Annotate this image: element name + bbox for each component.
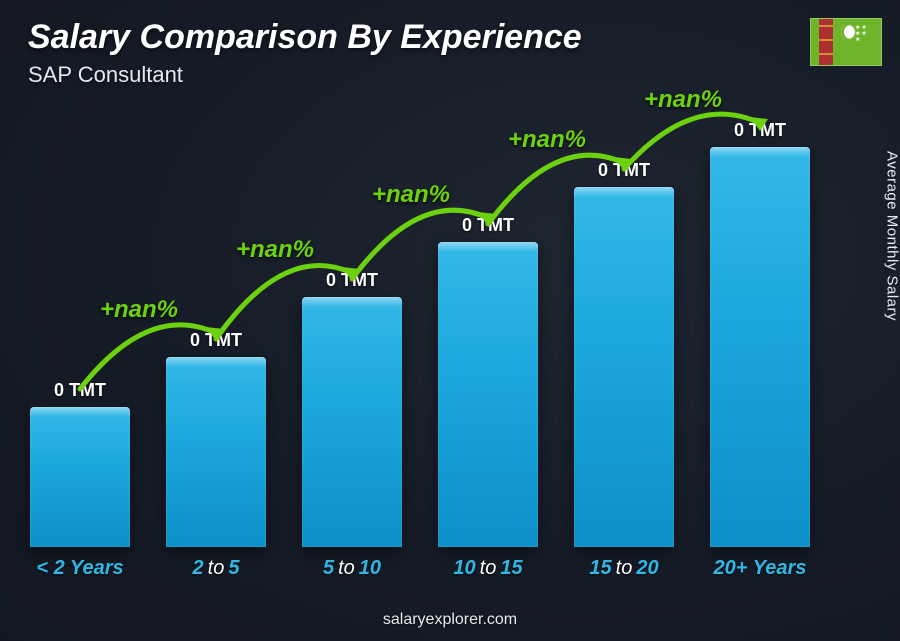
delta-label: +nan% [100, 296, 178, 324]
chart-subtitle: SAP Consultant [28, 62, 183, 88]
bar-wrap: 0 TMT5to10 [302, 297, 402, 547]
chart-title: Salary Comparison By Experience [28, 18, 582, 57]
bar: 0 TMT [302, 297, 402, 547]
bar-value: 0 TMT [190, 330, 242, 351]
bar-category-label: 2to5 [193, 557, 240, 580]
bar-value: 0 TMT [734, 120, 786, 141]
bar-chart: 0 TMT< 2 Years0 TMT2to5+nan%0 TMT5to10+n… [30, 110, 850, 581]
bar-category-label: 20+ Years [714, 557, 807, 580]
delta-label: +nan% [236, 236, 314, 264]
delta-label: +nan% [508, 126, 586, 154]
delta-label: +nan% [372, 181, 450, 209]
chart-stage: Salary Comparison By Experience SAP Cons… [0, 0, 900, 641]
footer-credit: salaryexplorer.com [0, 611, 900, 629]
bar-category-label: < 2 Years [36, 557, 123, 580]
y-axis-label: Average Monthly Salary [884, 151, 900, 321]
bar-category-label: 10to15 [453, 557, 522, 580]
bar-category-label: 5to10 [323, 557, 381, 580]
bar-wrap: 0 TMT10to15 [438, 242, 538, 547]
bar: 0 TMT [30, 407, 130, 547]
bar-category-label: 15to20 [589, 557, 658, 580]
bar-value: 0 TMT [54, 380, 106, 401]
bar-wrap: 0 TMT< 2 Years [30, 407, 130, 547]
bar-wrap: 0 TMT2to5 [166, 357, 266, 547]
bar-wrap: 0 TMT15to20 [574, 187, 674, 547]
bar: 0 TMT [710, 147, 810, 547]
bar: 0 TMT [438, 242, 538, 547]
bar-wrap: 0 TMT20+ Years [710, 147, 810, 547]
bar: 0 TMT [166, 357, 266, 547]
bar: 0 TMT [574, 187, 674, 547]
bar-value: 0 TMT [598, 160, 650, 181]
delta-label: +nan% [644, 86, 722, 114]
turkmenistan-flag-icon: ★★★★★ [810, 18, 882, 66]
bar-value: 0 TMT [326, 270, 378, 291]
bar-value: 0 TMT [462, 215, 514, 236]
